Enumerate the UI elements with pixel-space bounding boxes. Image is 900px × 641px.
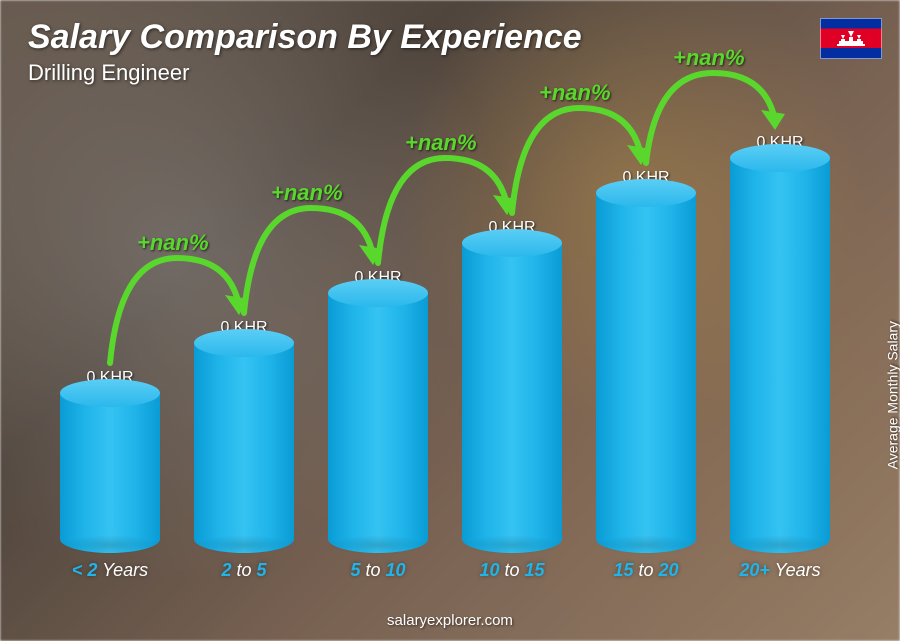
x-axis-label: < 2 Years bbox=[55, 560, 165, 581]
chart-subtitle: Drilling Engineer bbox=[28, 60, 189, 86]
bar-shape bbox=[462, 243, 562, 553]
country-flag-icon bbox=[820, 18, 882, 59]
bar-shape bbox=[596, 193, 696, 553]
chart-container: Salary Comparison By Experience Drilling… bbox=[0, 0, 900, 641]
growth-arrow-label: +nan% bbox=[673, 45, 745, 71]
bar: 0 KHR bbox=[725, 134, 835, 553]
footer-attribution: salaryexplorer.com bbox=[0, 612, 900, 629]
y-axis-label: Average Monthly Salary bbox=[884, 321, 900, 469]
x-axis-label: 2 to 5 bbox=[189, 560, 299, 581]
growth-arrow-label: +nan% bbox=[539, 80, 611, 106]
bar: 0 KHR bbox=[457, 219, 567, 553]
bar-chart: 0 KHR0 KHR0 KHR0 KHR0 KHR0 KHR < 2 Years… bbox=[40, 141, 850, 581]
x-axis-label: 5 to 10 bbox=[323, 560, 433, 581]
chart-title: Salary Comparison By Experience bbox=[28, 18, 582, 57]
bar: 0 KHR bbox=[189, 319, 299, 553]
x-axis-label: 10 to 15 bbox=[457, 560, 567, 581]
bar-shape bbox=[60, 393, 160, 553]
bar-shape bbox=[194, 343, 294, 553]
bar: 0 KHR bbox=[591, 169, 701, 553]
bar: 0 KHR bbox=[55, 369, 165, 553]
bar-shape bbox=[328, 293, 428, 553]
bar-shape bbox=[730, 158, 830, 553]
x-axis-label: 20+ Years bbox=[725, 560, 835, 581]
bar: 0 KHR bbox=[323, 269, 433, 553]
x-axis-label: 15 to 20 bbox=[591, 560, 701, 581]
